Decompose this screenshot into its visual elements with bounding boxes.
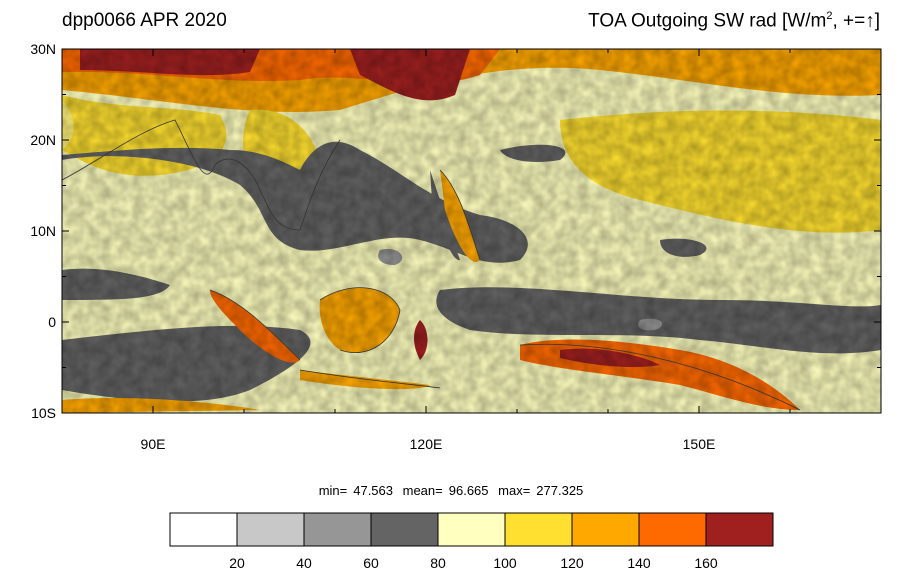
lat-label: 30N: [30, 41, 56, 57]
colorbar-box: [705, 512, 774, 547]
colorbar-box: [638, 512, 707, 547]
colorbar-label: 120: [560, 555, 584, 571]
lon-label: 150E: [683, 436, 716, 452]
colorbar-label: 80: [430, 555, 446, 571]
left-title: dpp0066 APR 2020: [62, 10, 227, 31]
colorbar-label: 20: [229, 555, 245, 571]
colorbar-box: [571, 512, 640, 547]
colorbar-labels: 20 40 60 80 100 120 140 160: [229, 555, 718, 571]
lat-label: 0: [48, 314, 56, 330]
min-label: min=: [318, 483, 348, 498]
max-value: 277.325: [536, 483, 584, 498]
axis-labels: 30N 20N 10N 0 10S 90E 120E 150E: [30, 41, 715, 452]
axis-ticks: [61, 48, 882, 414]
colorbar-label: 140: [627, 555, 651, 571]
lat-label: 10S: [31, 405, 56, 421]
colorbar-box: [303, 512, 372, 547]
colorbar-box: [169, 512, 238, 547]
colorbar-label: 160: [694, 555, 718, 571]
max-label: max=: [498, 483, 531, 498]
lat-label: 10N: [30, 223, 56, 239]
coastlines: [62, 119, 801, 411]
field-shading: [62, 49, 881, 413]
lat-label: 20N: [30, 132, 56, 148]
colorbar-box: [437, 512, 506, 547]
colorbar-box: [504, 512, 573, 547]
colorbar-label: 100: [493, 555, 517, 571]
colorbar-box: [236, 512, 305, 547]
min-value: 47.563: [353, 483, 393, 498]
mean-value: 96.665: [448, 483, 489, 498]
lon-label: 90E: [141, 436, 166, 452]
colorbar-label: 60: [363, 555, 379, 571]
lon-label: 120E: [410, 436, 443, 452]
colorbar-label: 40: [296, 555, 312, 571]
colorbar-boxes: [169, 512, 774, 547]
right-title: TOA Outgoing SW rad [W/m2, +=↑]: [588, 10, 880, 32]
stats-line: min= 47.563 mean= 96.665 max= 277.325: [0, 483, 902, 498]
mean-label: mean=: [402, 483, 443, 498]
colorbar-box: [370, 512, 439, 547]
